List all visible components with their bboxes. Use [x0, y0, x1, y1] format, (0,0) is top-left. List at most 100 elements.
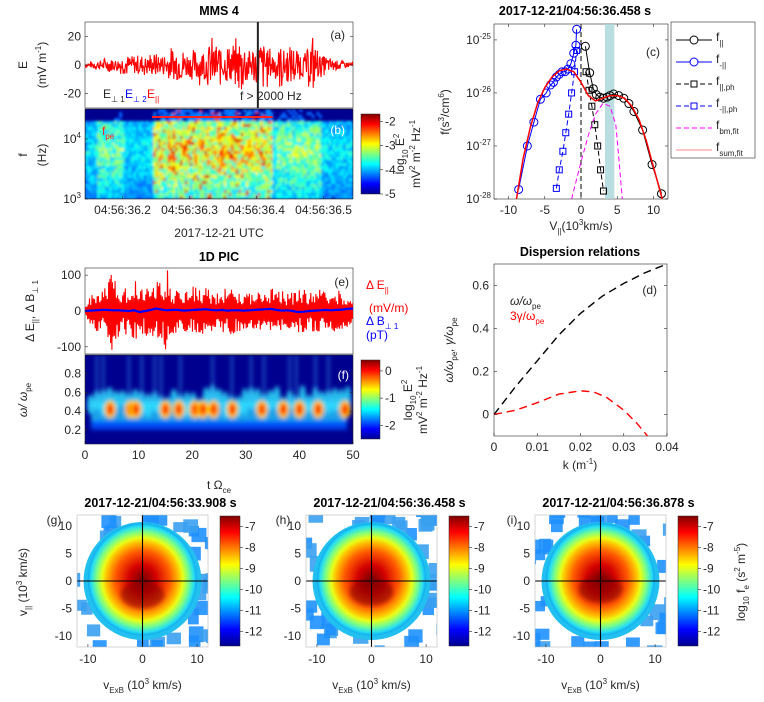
spectrogram-cell — [318, 136, 322, 140]
spectrogram-cell — [158, 121, 162, 125]
spectrogram-cell — [311, 130, 315, 134]
spectrogram-cell — [165, 184, 169, 188]
spectrogram-cell — [167, 163, 171, 167]
spectrogram-cell — [89, 181, 93, 185]
spectrogram-cell — [109, 124, 113, 128]
spectrogram-cell — [270, 157, 274, 161]
spectrogram-cell — [219, 178, 222, 182]
spectrogram-cell — [243, 193, 247, 197]
spectrogram-cell — [199, 136, 203, 140]
spectrogram-cell — [301, 133, 305, 137]
spectrogram-cell — [133, 121, 137, 125]
spectrogram-cell — [301, 166, 305, 170]
spectrogram-cell — [228, 163, 232, 167]
spectrogram-cell — [209, 163, 213, 167]
spectrogram-cell — [343, 196, 347, 199]
spectrogram-cell — [323, 124, 327, 128]
spectrogram-cell — [297, 178, 300, 182]
spectrogram-cell — [318, 145, 322, 149]
spectrogram-cell — [255, 145, 259, 149]
spectrogram-cell — [345, 154, 349, 158]
spectrogram-cell — [311, 139, 315, 143]
spectrogram-cell — [138, 148, 142, 152]
spectrogram-cell — [160, 157, 164, 161]
spectrogram-cell — [240, 133, 244, 137]
spectrogram-cell — [226, 196, 230, 199]
spectrogram-cell — [131, 151, 135, 155]
spectrogram-cell — [99, 154, 103, 158]
spectrogram-cell — [182, 163, 186, 167]
spectrogram-cell — [326, 151, 330, 155]
spectrogram-cell — [143, 193, 147, 197]
spectrogram-cell — [316, 178, 320, 182]
spectrogram-cell — [116, 127, 120, 131]
spectrogram-cell — [145, 142, 149, 146]
spectrogram-cell — [316, 130, 320, 134]
spectrogram-cell — [97, 145, 101, 149]
spectrogram-cell — [106, 136, 110, 140]
y-tick-label: 10-27 — [466, 138, 491, 153]
spectrogram-cell — [289, 172, 293, 176]
spectrogram-cell — [119, 154, 123, 158]
spectrogram-cell — [119, 121, 123, 125]
spectrogram-cell — [153, 127, 157, 131]
spectrogram-cell — [331, 190, 335, 194]
spectrogram-cell — [238, 163, 242, 167]
spectrogram-cell — [321, 145, 325, 149]
spectrogram-cell — [270, 196, 274, 199]
spectrogram-cell — [94, 139, 98, 143]
spectrogram-cell — [270, 133, 274, 137]
vdf-outer-patch — [571, 636, 585, 647]
spectrogram-cell — [301, 118, 305, 122]
spectrogram-cell — [297, 142, 300, 146]
spectrogram-cell — [309, 130, 313, 134]
spectrogram-cell — [187, 118, 191, 122]
spectrogram-cell — [253, 193, 257, 197]
spectrogram-cell — [331, 145, 335, 149]
spectrogram-cell — [245, 196, 249, 199]
spectrogram-cell — [316, 145, 320, 149]
spectrogram-cell — [282, 151, 286, 155]
spectrogram-cell — [258, 139, 261, 143]
spectrogram-cell — [272, 178, 276, 182]
spectrogram-cell — [104, 124, 108, 128]
spectrogram-cell — [272, 160, 276, 164]
spectrogram-cell — [199, 133, 203, 137]
spectrogram-cell — [270, 121, 274, 125]
spectrogram-cell — [233, 145, 237, 149]
spectrogram-cell — [306, 160, 310, 164]
spectrogram-cell — [253, 175, 257, 179]
spectrogram-cell — [172, 175, 176, 179]
spectrogram-cell — [94, 181, 98, 185]
spectrogram-cell — [145, 181, 149, 185]
spectrogram-cell — [145, 187, 149, 191]
spectrogram-cell — [311, 175, 315, 179]
spectrogram-cell — [106, 154, 110, 158]
spectrogram-cell — [323, 166, 327, 170]
spectrogram-cell — [158, 151, 162, 155]
spectrogram-cell — [343, 121, 347, 125]
vdf-outer-patch — [516, 562, 526, 572]
spectrogram-cell — [316, 181, 320, 185]
spectrogram-cell — [233, 184, 237, 188]
spectrogram-cell — [172, 136, 176, 140]
spectrogram-cell — [116, 184, 120, 188]
spectrogram-cell — [206, 187, 210, 191]
spectrogram-cell — [238, 172, 242, 176]
spectrogram-cell — [175, 121, 179, 125]
wavelet-blob — [183, 391, 191, 419]
spectrogram-cell — [209, 127, 213, 131]
spectrogram-cell — [272, 136, 276, 140]
spectrogram-cell — [267, 136, 271, 140]
spectrogram-cell — [150, 193, 154, 197]
spectrogram-cell — [272, 139, 276, 143]
spectrogram-cell — [335, 187, 339, 191]
vdf-outer-patch — [607, 663, 622, 674]
spectrogram-cell — [238, 190, 242, 194]
spectrogram-cell — [277, 181, 281, 185]
spectrogram-cell — [150, 160, 154, 164]
spectrogram-cell — [87, 157, 91, 161]
panel-d-ylabel: ω/ωpe, γ/ωpe — [442, 317, 459, 383]
spectrogram-cell — [119, 172, 123, 176]
